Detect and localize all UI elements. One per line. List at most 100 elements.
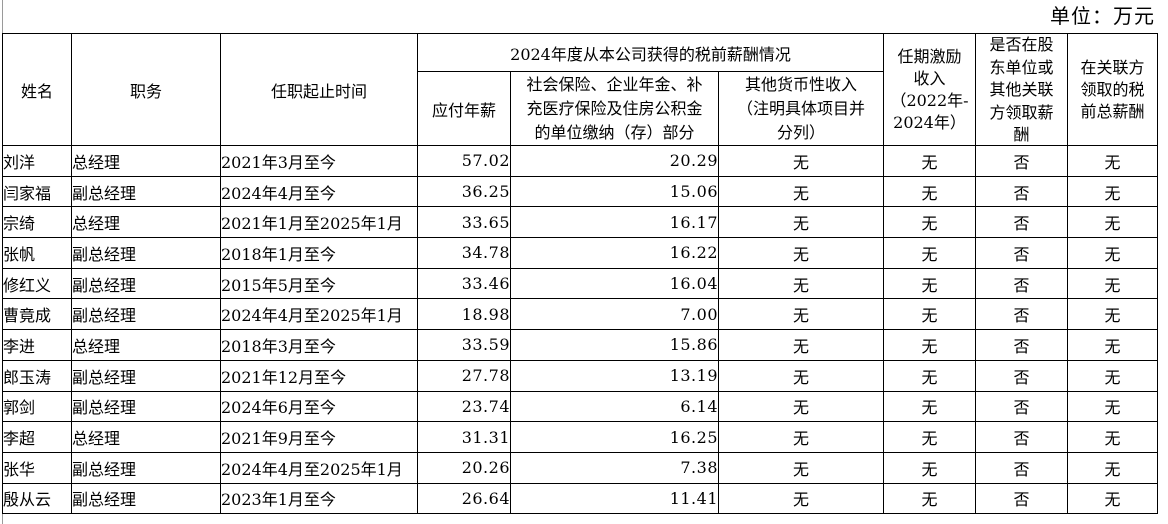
cell-related-total: 无 xyxy=(1067,421,1159,453)
table-body: 刘洋 总经理 2021年3月至今 57.02 20.29 无 无 否 无 闫家福… xyxy=(2,145,1159,515)
table-row: 李进 总经理 2018年3月至今 33.59 15.86 无 无 否 无 xyxy=(2,329,1159,361)
cell-term: 2021年3月至今 xyxy=(220,145,418,177)
cell-incentive: 无 xyxy=(883,451,977,484)
cell-related-pay-flag: 否 xyxy=(975,390,1069,423)
table-header: 姓名 职务 任职起止时间 2024年度从本公司获得的税前薪酬情况 任期激励 收入… xyxy=(2,32,1159,146)
cell-insurance: 7.38 xyxy=(510,451,719,484)
cell-salary: 18.98 xyxy=(417,298,511,331)
cell-related-pay-flag: 否 xyxy=(975,421,1069,453)
cell-incentive: 无 xyxy=(883,298,977,331)
cell-incentive: 无 xyxy=(883,359,977,392)
cell-term: 2015年5月至今 xyxy=(220,267,418,300)
cell-incentive: 无 xyxy=(883,390,977,423)
header-insurance: 社会保险、企业年金、补 充医疗保险及住房公积金 的单位缴纳（存）部分 xyxy=(510,71,719,146)
cell-salary: 33.59 xyxy=(417,329,511,361)
cell-term: 2021年1月至2025年1月 xyxy=(220,206,418,239)
table-row: 宗绮 总经理 2021年1月至2025年1月 33.65 16.17 无 无 否… xyxy=(2,206,1159,239)
cell-term: 2024年4月至今 xyxy=(220,175,418,208)
cell-term: 2021年12月至今 xyxy=(220,359,418,392)
cell-insurance: 20.29 xyxy=(510,145,719,177)
table-row: 殷从云 副总经理 2023年1月至今 26.64 11.41 无 无 否 无 xyxy=(2,482,1159,515)
cell-term: 2024年4月至2025年1月 xyxy=(220,451,418,484)
unit-label: 单位：万元 xyxy=(1050,4,1155,28)
cell-other-income: 无 xyxy=(717,267,885,300)
header-salary: 应付年薪 xyxy=(417,71,511,146)
cell-salary: 57.02 xyxy=(417,145,511,177)
cell-insurance: 15.06 xyxy=(510,175,719,208)
cell-name: 殷从云 xyxy=(2,482,72,515)
header-term: 任职起止时间 xyxy=(220,33,418,146)
cell-related-pay-flag: 否 xyxy=(975,329,1069,361)
cell-related-pay-flag: 否 xyxy=(975,175,1069,208)
cell-incentive: 无 xyxy=(883,482,977,515)
cell-other-income: 无 xyxy=(717,451,885,484)
table-row: 曹竟成 副总经理 2024年4月至2025年1月 18.98 7.00 无 无 … xyxy=(2,298,1159,331)
cell-position: 总经理 xyxy=(71,145,221,177)
cell-name: 刘洋 xyxy=(2,145,72,177)
cell-insurance: 6.14 xyxy=(510,390,719,423)
header-incentive: 任期激励 收入 （2022年- 2024年） xyxy=(883,33,977,146)
cell-term: 2018年3月至今 xyxy=(220,329,418,361)
cell-name: 闫家福 xyxy=(2,175,72,208)
cell-incentive: 无 xyxy=(883,329,977,361)
compensation-table: 姓名 职务 任职起止时间 2024年度从本公司获得的税前薪酬情况 任期激励 收入… xyxy=(2,32,1159,515)
cell-salary: 34.78 xyxy=(417,237,511,269)
cell-insurance: 16.25 xyxy=(510,421,719,453)
cell-term: 2018年1月至今 xyxy=(220,237,418,269)
cell-position: 副总经理 xyxy=(71,390,221,423)
cell-incentive: 无 xyxy=(883,206,977,239)
cell-related-total: 无 xyxy=(1067,298,1159,331)
cell-incentive: 无 xyxy=(883,267,977,300)
cell-name: 郎玉涛 xyxy=(2,359,72,392)
cell-other-income: 无 xyxy=(717,482,885,515)
cell-salary: 36.25 xyxy=(417,175,511,208)
cell-insurance: 16.22 xyxy=(510,237,719,269)
cell-name: 张华 xyxy=(2,451,72,484)
cell-other-income: 无 xyxy=(717,206,885,239)
table-row: 李超 总经理 2021年9月至今 31.31 16.25 无 无 否 无 xyxy=(2,421,1159,453)
table-row: 修红义 副总经理 2015年5月至今 33.46 16.04 无 无 否 无 xyxy=(2,267,1159,300)
cell-position: 总经理 xyxy=(71,206,221,239)
cell-related-total: 无 xyxy=(1067,267,1159,300)
cell-related-pay-flag: 否 xyxy=(975,482,1069,515)
cell-name: 李超 xyxy=(2,421,72,453)
cell-salary: 31.31 xyxy=(417,421,511,453)
cell-related-total: 无 xyxy=(1067,145,1159,177)
cell-other-income: 无 xyxy=(717,298,885,331)
cell-related-pay-flag: 否 xyxy=(975,145,1069,177)
cell-other-income: 无 xyxy=(717,390,885,423)
cell-related-total: 无 xyxy=(1067,451,1159,484)
cell-related-pay-flag: 否 xyxy=(975,298,1069,331)
cell-salary: 33.65 xyxy=(417,206,511,239)
cell-salary: 20.26 xyxy=(417,451,511,484)
cell-incentive: 无 xyxy=(883,175,977,208)
cell-salary: 26.64 xyxy=(417,482,511,515)
cell-salary: 33.46 xyxy=(417,267,511,300)
cell-other-income: 无 xyxy=(717,237,885,269)
cell-related-pay-flag: 否 xyxy=(975,237,1069,269)
cell-salary: 27.78 xyxy=(417,359,511,392)
cell-position: 副总经理 xyxy=(71,175,221,208)
cell-name: 曹竟成 xyxy=(2,298,72,331)
header-group-2024-pretax: 2024年度从本公司获得的税前薪酬情况 xyxy=(416,32,885,73)
table-row: 闫家福 副总经理 2024年4月至今 36.25 15.06 无 无 否 无 xyxy=(2,175,1159,208)
cell-related-total: 无 xyxy=(1067,482,1159,515)
cell-term: 2024年6月至今 xyxy=(220,390,418,423)
cell-other-income: 无 xyxy=(717,359,885,392)
cell-insurance: 16.17 xyxy=(510,206,719,239)
cell-position: 副总经理 xyxy=(71,237,221,269)
cell-position: 副总经理 xyxy=(71,359,221,392)
header-name: 姓名 xyxy=(2,33,72,146)
cell-position: 副总经理 xyxy=(71,298,221,331)
cell-related-pay-flag: 否 xyxy=(975,267,1069,300)
cell-position: 副总经理 xyxy=(71,267,221,300)
table-row: 刘洋 总经理 2021年3月至今 57.02 20.29 无 无 否 无 xyxy=(2,145,1159,177)
cell-term: 2024年4月至2025年1月 xyxy=(220,298,418,331)
cell-insurance: 7.00 xyxy=(510,298,719,331)
cell-other-income: 无 xyxy=(717,145,885,177)
table-row: 张帆 副总经理 2018年1月至今 34.78 16.22 无 无 否 无 xyxy=(2,237,1159,269)
cell-name: 张帆 xyxy=(2,237,72,269)
cell-related-total: 无 xyxy=(1067,206,1159,239)
cell-other-income: 无 xyxy=(717,175,885,208)
